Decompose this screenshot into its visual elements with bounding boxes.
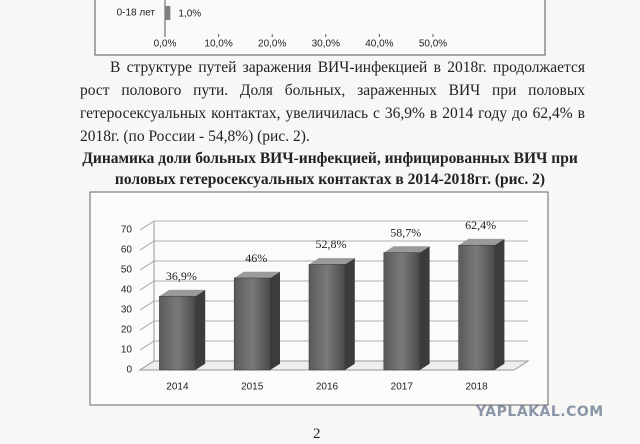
watermark: YAPLAKAL.COM: [476, 404, 604, 420]
y-tick-label: 40: [121, 285, 133, 296]
x-tick-label: 2018: [465, 382, 488, 393]
bar-side: [494, 238, 505, 370]
value-label: 36,9%: [166, 269, 197, 283]
y-tick-label: 0: [126, 365, 132, 376]
bar-top: [383, 246, 430, 253]
y-tick-label: 20: [121, 325, 133, 336]
y-tick-label: 70: [121, 225, 133, 236]
bar-side: [345, 258, 355, 370]
bar: [383, 252, 421, 371]
x-tick-label: 2015: [241, 382, 264, 393]
y-tick-label: 50: [121, 265, 133, 276]
category-label: 0-18 лет: [117, 8, 156, 19]
bar-top: [458, 238, 505, 246]
bar-side: [419, 246, 430, 370]
x-tick-label: 2014: [166, 382, 189, 393]
y-tick-label: 60: [121, 245, 133, 256]
bar: [458, 244, 495, 371]
value-label: 46%: [245, 251, 267, 265]
x-tick-label: 10,0%: [204, 39, 232, 50]
x-tick-label: 0,0%: [154, 39, 177, 50]
chart-title: Динамика доли больных ВИЧ-инфекцией, инф…: [82, 150, 578, 188]
bar: [159, 295, 196, 371]
paragraph: В структуре путей заражения ВИЧ-инфекцие…: [80, 59, 585, 145]
bar-side: [270, 271, 280, 370]
bar-top: [309, 258, 355, 265]
x-tick-label: 20,0%: [258, 39, 286, 50]
page-number: 2: [313, 426, 321, 442]
value-label: 1,0%: [178, 9, 201, 20]
x-tick-label: 50,0%: [419, 39, 447, 50]
value-label: 52,8%: [316, 237, 347, 251]
x-tick-label: 2016: [316, 382, 339, 393]
bar: [308, 264, 346, 371]
value-label: 62,4%: [465, 218, 496, 232]
y-tick-label: 10: [121, 345, 133, 356]
x-tick-label: 2017: [391, 382, 414, 393]
bar: [165, 6, 171, 20]
x-tick-label: 30,0%: [312, 39, 340, 50]
bar: [233, 277, 271, 371]
y-tick-label: 30: [121, 305, 133, 316]
bar-top: [234, 271, 280, 278]
bar-side: [195, 289, 206, 370]
bar-top: [159, 289, 206, 297]
x-tick-label: 40,0%: [365, 39, 393, 50]
value-label: 58,7%: [390, 225, 421, 239]
grid-line: [139, 240, 528, 251]
grid-line: [139, 220, 528, 231]
